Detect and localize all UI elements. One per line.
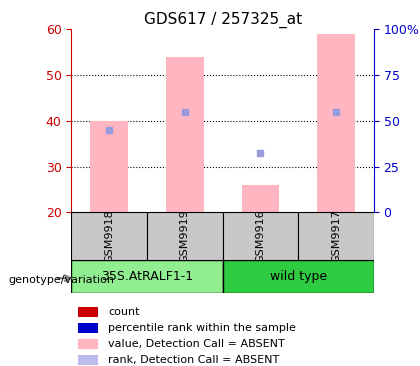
Text: GSM9916: GSM9916 — [255, 209, 265, 263]
Bar — [78, 323, 98, 333]
FancyBboxPatch shape — [71, 212, 147, 260]
Text: GSM9918: GSM9918 — [104, 209, 114, 263]
Text: rank, Detection Call = ABSENT: rank, Detection Call = ABSENT — [108, 355, 280, 365]
Text: count: count — [108, 307, 140, 317]
Text: genotype/variation: genotype/variation — [8, 275, 114, 285]
Text: percentile rank within the sample: percentile rank within the sample — [108, 323, 296, 333]
Bar — [90, 121, 128, 212]
Text: value, Detection Call = ABSENT: value, Detection Call = ABSENT — [108, 339, 285, 349]
FancyBboxPatch shape — [223, 212, 298, 260]
Bar — [78, 355, 98, 365]
Bar — [241, 185, 279, 212]
Bar — [317, 34, 355, 212]
Title: GDS617 / 257325_at: GDS617 / 257325_at — [144, 12, 302, 28]
Text: GSM9919: GSM9919 — [180, 209, 190, 263]
Text: 35S.AtRALF1-1: 35S.AtRALF1-1 — [101, 270, 193, 283]
Text: wild type: wild type — [270, 270, 327, 283]
FancyBboxPatch shape — [147, 212, 223, 260]
Bar — [166, 57, 204, 212]
Text: GSM9917: GSM9917 — [331, 209, 341, 263]
Bar — [78, 339, 98, 349]
Bar — [78, 307, 98, 317]
FancyBboxPatch shape — [223, 260, 374, 293]
FancyBboxPatch shape — [298, 212, 374, 260]
FancyBboxPatch shape — [71, 260, 223, 293]
